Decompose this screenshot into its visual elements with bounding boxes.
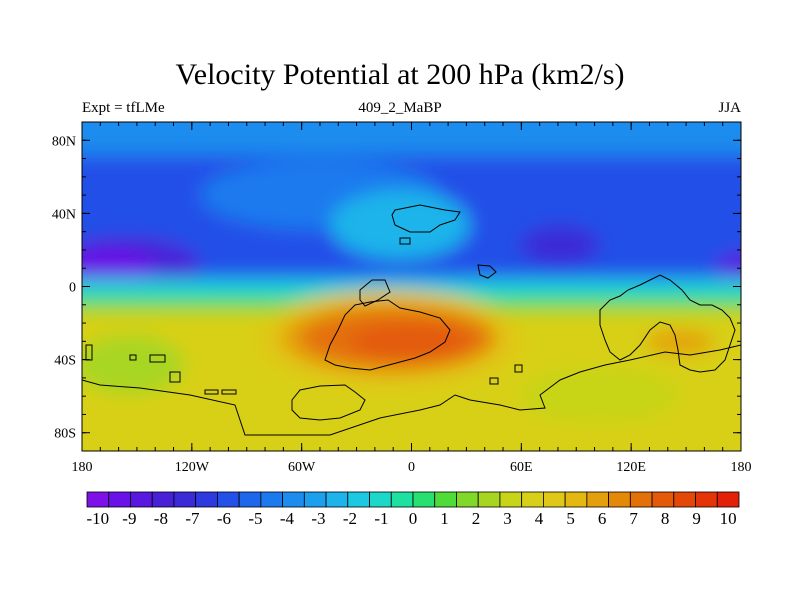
y-tick-label: 80S: [54, 427, 76, 442]
colorbar-box: [695, 491, 718, 508]
colorbar-label: 0: [409, 509, 418, 528]
colorbar-box: [434, 491, 457, 508]
colorbar-label: -3: [311, 509, 325, 528]
colorbar-box: [260, 491, 284, 508]
colorbar-box: [564, 491, 588, 508]
y-tick-label: 40S: [54, 354, 76, 369]
colorbar-box: [216, 491, 240, 508]
colorbar-label: 7: [629, 509, 638, 528]
colorbar-box: [716, 491, 740, 508]
y-tick-label: 40N: [52, 207, 76, 222]
colorbar-label: 1: [440, 509, 449, 528]
x-tick-label: 60E: [510, 460, 533, 475]
colorbar-box: [608, 491, 631, 508]
x-tick-label: 0: [408, 460, 415, 475]
colorbar-label: 3: [503, 509, 512, 528]
axis-ticks: 180 120W 60W 0 60E 120E 180 80N 40N 0 40S 80S: [52, 121, 752, 475]
colorbar-box: [303, 491, 327, 508]
colorbar-label: -9: [122, 509, 136, 528]
colorbar-box: [499, 491, 523, 508]
colorbar-box: [390, 491, 414, 508]
colorbar-box: [521, 491, 544, 508]
coastlines: [82, 204, 741, 436]
colorbar-box: [173, 491, 197, 508]
colorbar-box: [238, 491, 262, 508]
y-tick-label: 80N: [52, 134, 76, 149]
colorbar-label: 9: [692, 509, 701, 528]
colorbar-box: [325, 491, 349, 508]
colorbar-box: [412, 491, 436, 508]
colorbar-box: [369, 491, 392, 508]
x-tick-label: 180: [731, 460, 752, 475]
colorbar-label: 2: [472, 509, 481, 528]
colorbar-label: 8: [661, 509, 670, 528]
x-tick-label: 120W: [175, 460, 210, 475]
colorbar-box: [130, 491, 153, 508]
colorbar: -10 -9 -8 -7 -6 -5 -4 -3 -2 -1 0 1 2 3 4 5 6 7 8 9 10: [86, 491, 740, 528]
colorbar-label: 4: [535, 509, 544, 528]
colorbar-box: [673, 491, 696, 508]
colorbar-label: 6: [598, 509, 607, 528]
colorbar-box: [151, 491, 175, 508]
colorbar-box: [543, 491, 566, 508]
colorbar-label: -2: [343, 509, 357, 528]
colorbar-label: -1: [374, 509, 388, 528]
x-tick-label: 180: [72, 460, 93, 475]
velocity-potential-field: [82, 122, 741, 451]
colorbar-box: [195, 491, 218, 508]
case-label: 409_2_MaBP: [358, 100, 442, 116]
colorbar-box: [629, 491, 653, 508]
colorbar-box: [456, 491, 479, 508]
y-tick-label: 0: [69, 281, 76, 296]
colorbar-box: [282, 491, 305, 508]
colorbar-label: -4: [280, 509, 295, 528]
colorbar-label: -10: [87, 509, 110, 528]
experiment-label: Expt = tfLMe: [82, 100, 165, 116]
colorbar-label: 10: [720, 509, 737, 528]
colorbar-box: [477, 491, 501, 508]
colorbar-box: [651, 491, 675, 508]
colorbar-label: -7: [185, 509, 200, 528]
colorbar-box: [347, 491, 370, 508]
chart-title: Velocity Potential at 200 hPa (km2/s): [175, 58, 625, 91]
colorbar-label: -8: [154, 509, 168, 528]
colorbar-label: -6: [217, 509, 231, 528]
x-tick-label: 120E: [616, 460, 646, 475]
colorbar-box: [108, 491, 131, 508]
colorbar-label: -5: [248, 509, 262, 528]
colorbar-label: 5: [566, 509, 575, 528]
x-tick-label: 60W: [288, 460, 316, 475]
season-label: JJA: [718, 100, 741, 116]
colorbar-box: [586, 491, 609, 508]
colorbar-box: [86, 491, 110, 508]
